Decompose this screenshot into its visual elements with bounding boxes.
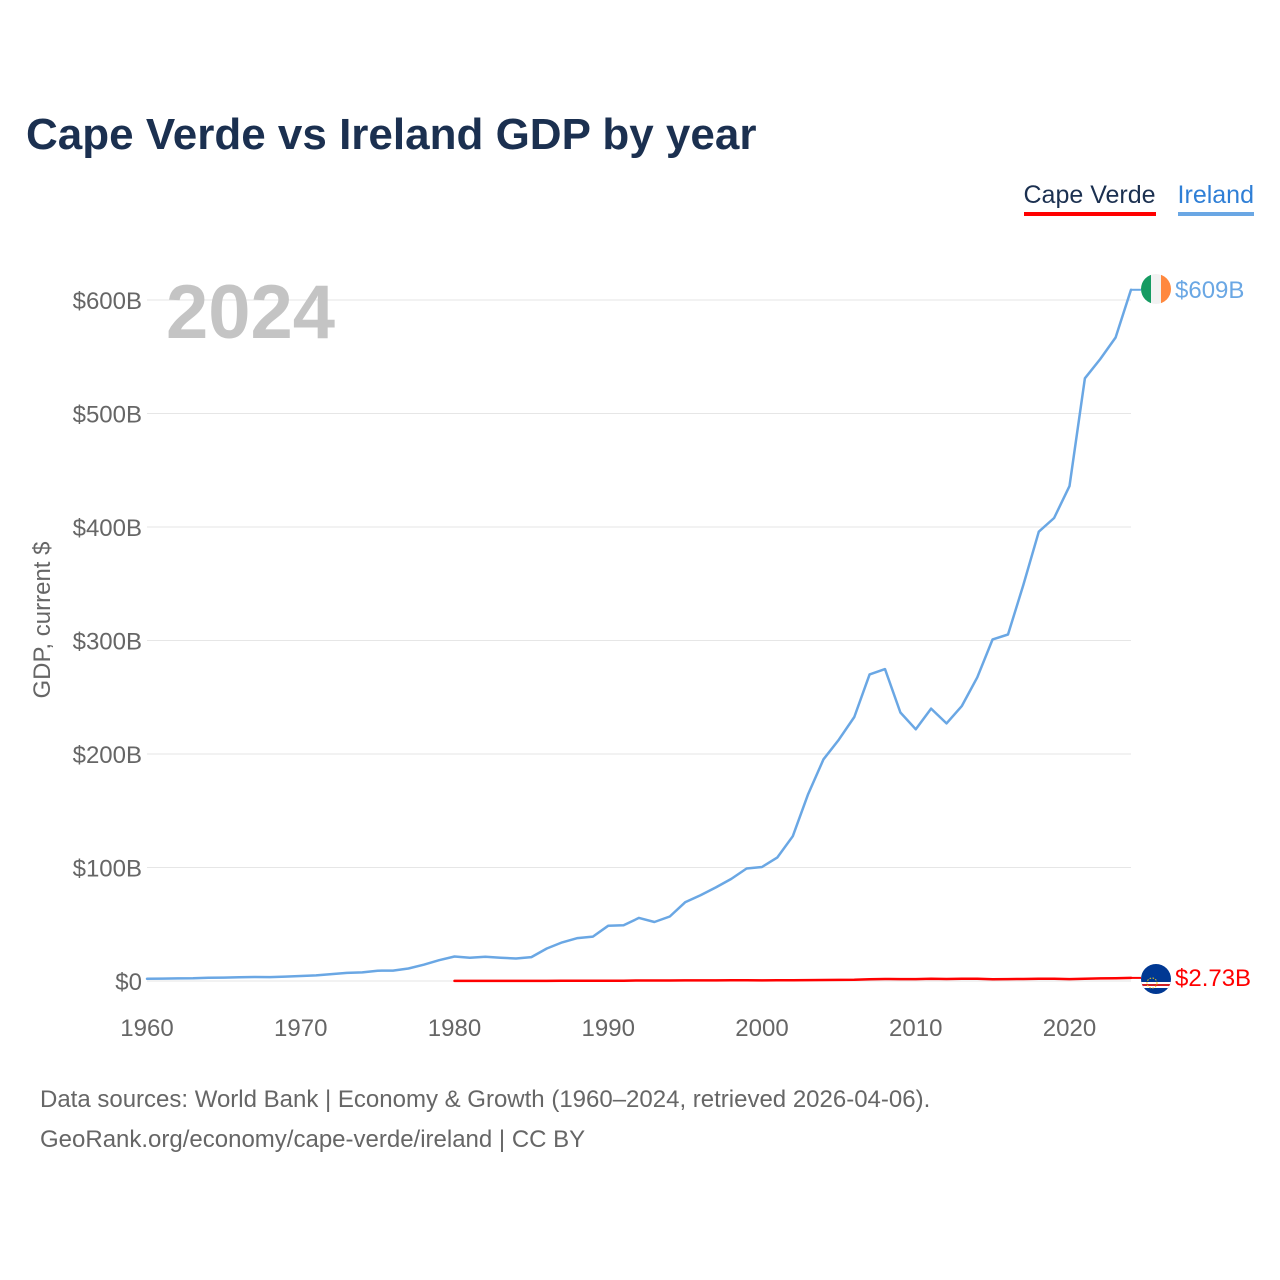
series-line-cape-verde	[453, 976, 1133, 983]
cape-verde-flag-icon	[1141, 964, 1171, 994]
x-tick-label: 1980	[428, 1015, 481, 1042]
year-watermark: 2024	[166, 270, 335, 355]
y-axis-tick-labels: $0 $100B $200B $300B $400B $500B $600B	[73, 288, 142, 996]
y-tick-label: $300B	[73, 629, 142, 656]
y-tick-label: $500B	[73, 402, 142, 429]
x-tick-label: 2010	[889, 1015, 942, 1042]
legend: Cape Verde Ireland	[1023, 180, 1254, 216]
end-markers	[1141, 274, 1171, 994]
source-line-1: Data sources: World Bank | Economy & Gro…	[40, 1086, 931, 1113]
end-label-cape-verde: $2.73B	[1175, 965, 1251, 992]
x-tick-label: 2000	[735, 1015, 788, 1042]
source-note: Data sources: World Bank | Economy & Gro…	[40, 1080, 930, 1160]
y-tick-label: $0	[115, 969, 142, 996]
grid-lines	[147, 299, 1131, 982]
end-value-labels: $2.73B $609B	[1175, 277, 1251, 992]
x-tick-label: 1990	[582, 1015, 635, 1042]
x-tick-label: 1960	[120, 1015, 173, 1042]
chart-title: Cape Verde vs Ireland GDP by year	[26, 110, 757, 159]
x-tick-label: 2020	[1043, 1015, 1096, 1042]
source-line-2[interactable]: GeoRank.org/economy/cape-verde/ireland |…	[40, 1126, 586, 1153]
series-lines	[145, 288, 1141, 983]
y-axis-label: GDP, current $	[29, 542, 56, 699]
x-tick-label: 1970	[274, 1015, 327, 1042]
legend-item-ireland[interactable]: Ireland	[1177, 180, 1254, 216]
y-tick-label: $100B	[73, 856, 142, 883]
y-tick-label: $400B	[73, 515, 142, 542]
series-line-ireland	[145, 288, 1133, 981]
y-tick-label: $200B	[73, 742, 142, 769]
x-axis-tick-labels: 1960 1970 1980 1990 2000 2010 2020	[120, 1015, 1096, 1042]
end-label-ireland: $609B	[1175, 277, 1244, 304]
legend-item-cape-verde[interactable]: Cape Verde	[1023, 180, 1156, 216]
ireland-flag-icon	[1141, 274, 1171, 304]
y-tick-label: $600B	[73, 288, 142, 315]
